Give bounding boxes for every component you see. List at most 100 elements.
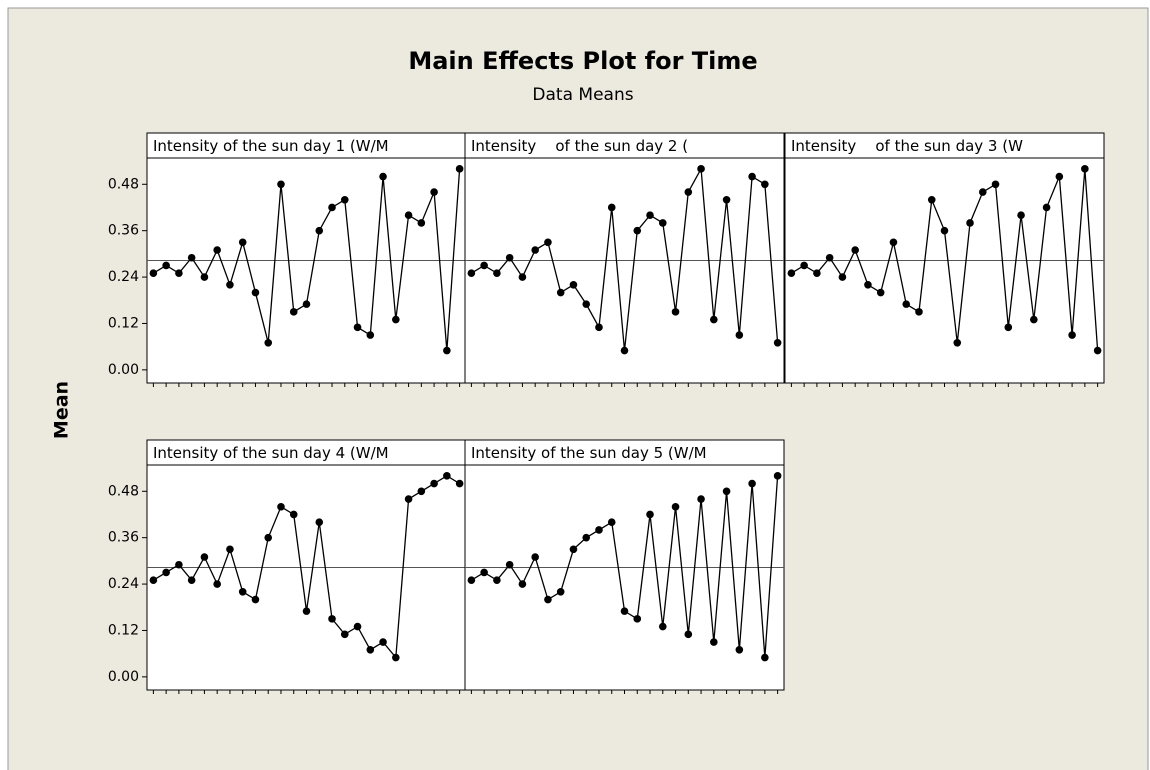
data-point <box>991 180 1000 189</box>
data-point <box>927 195 936 204</box>
data-point <box>544 595 552 604</box>
data-point <box>953 338 962 347</box>
data-point <box>213 246 221 254</box>
data-point <box>264 533 273 542</box>
data-point <box>277 502 285 511</box>
data-point <box>404 495 413 503</box>
data-point <box>1042 203 1051 212</box>
data-point <box>277 180 285 189</box>
data-point <box>940 226 949 235</box>
data-point <box>455 479 464 488</box>
data-point <box>697 495 705 503</box>
data-point <box>264 338 273 347</box>
data-point <box>735 331 744 339</box>
data-point <box>671 502 680 511</box>
data-point <box>1030 315 1038 324</box>
data-point <box>149 269 158 278</box>
data-point <box>773 338 782 347</box>
data-point <box>289 510 298 519</box>
y-tick-label: 0.24 <box>108 269 139 285</box>
data-point <box>302 607 311 615</box>
plot-area <box>146 157 467 384</box>
data-point <box>251 288 260 297</box>
data-point <box>722 487 731 496</box>
data-point <box>200 553 209 561</box>
data-point <box>1081 165 1089 173</box>
y-tick-label: 0.24 <box>108 576 139 592</box>
data-point <box>251 595 260 604</box>
data-point <box>467 576 476 585</box>
data-point <box>710 638 718 646</box>
data-point <box>353 622 362 631</box>
data-point <box>838 273 847 281</box>
panel-header <box>784 132 1105 159</box>
data-point <box>430 479 438 488</box>
y-tick-label: 0.36 <box>108 223 139 239</box>
data-point <box>671 308 680 316</box>
data-point <box>556 288 565 297</box>
data-point <box>340 630 349 639</box>
plot-area <box>464 464 785 691</box>
data-point <box>1093 346 1102 355</box>
data-point <box>684 630 693 639</box>
data-point <box>213 580 221 588</box>
panel-header <box>464 132 785 159</box>
data-point <box>480 568 488 577</box>
data-point <box>392 653 400 662</box>
data-point <box>569 545 578 554</box>
data-point <box>851 246 859 254</box>
data-point <box>518 580 527 588</box>
y-tick-label: 0.48 <box>108 176 139 192</box>
y-tick-label: 0.36 <box>108 530 139 546</box>
y-tick-label: 0.12 <box>108 315 139 331</box>
data-point <box>889 238 898 247</box>
data-point <box>607 203 616 212</box>
data-point <box>748 172 756 181</box>
data-point <box>493 576 501 585</box>
y-axis-label: Mean <box>51 381 73 439</box>
data-point <box>467 269 476 278</box>
data-point <box>761 653 769 662</box>
data-point <box>825 253 834 262</box>
data-point <box>787 269 796 278</box>
data-point <box>443 346 451 355</box>
data-point <box>149 576 158 585</box>
data-point <box>430 188 438 196</box>
data-point <box>315 226 324 235</box>
data-point <box>748 479 756 488</box>
data-point <box>633 226 642 235</box>
data-point <box>658 219 667 227</box>
data-point <box>315 518 324 527</box>
data-point <box>366 645 375 654</box>
data-point <box>404 211 413 220</box>
data-point <box>1004 323 1013 332</box>
panel-title: Intensity of the sun day 1 (W/M <box>153 137 389 155</box>
data-point <box>978 188 987 196</box>
data-point <box>544 238 552 247</box>
plot-area <box>784 157 1105 384</box>
data-point <box>226 545 234 554</box>
data-point <box>607 518 616 527</box>
data-point <box>1055 172 1064 181</box>
data-point <box>443 472 451 480</box>
data-point <box>493 269 501 278</box>
data-point <box>735 645 744 654</box>
data-point <box>162 568 170 577</box>
data-point <box>187 253 196 262</box>
data-point <box>328 615 336 623</box>
data-point <box>366 331 375 339</box>
data-point <box>800 261 808 270</box>
data-point <box>187 576 196 585</box>
data-point <box>722 195 731 204</box>
data-point <box>518 273 527 281</box>
y-tick-label: 0.48 <box>108 483 139 499</box>
data-point <box>417 487 426 496</box>
data-point <box>582 533 591 542</box>
data-point <box>569 281 578 289</box>
data-point <box>379 172 387 181</box>
data-point <box>417 219 426 227</box>
chart-subtitle: Data Means <box>532 85 633 105</box>
data-point <box>966 219 974 227</box>
data-point <box>238 238 247 247</box>
